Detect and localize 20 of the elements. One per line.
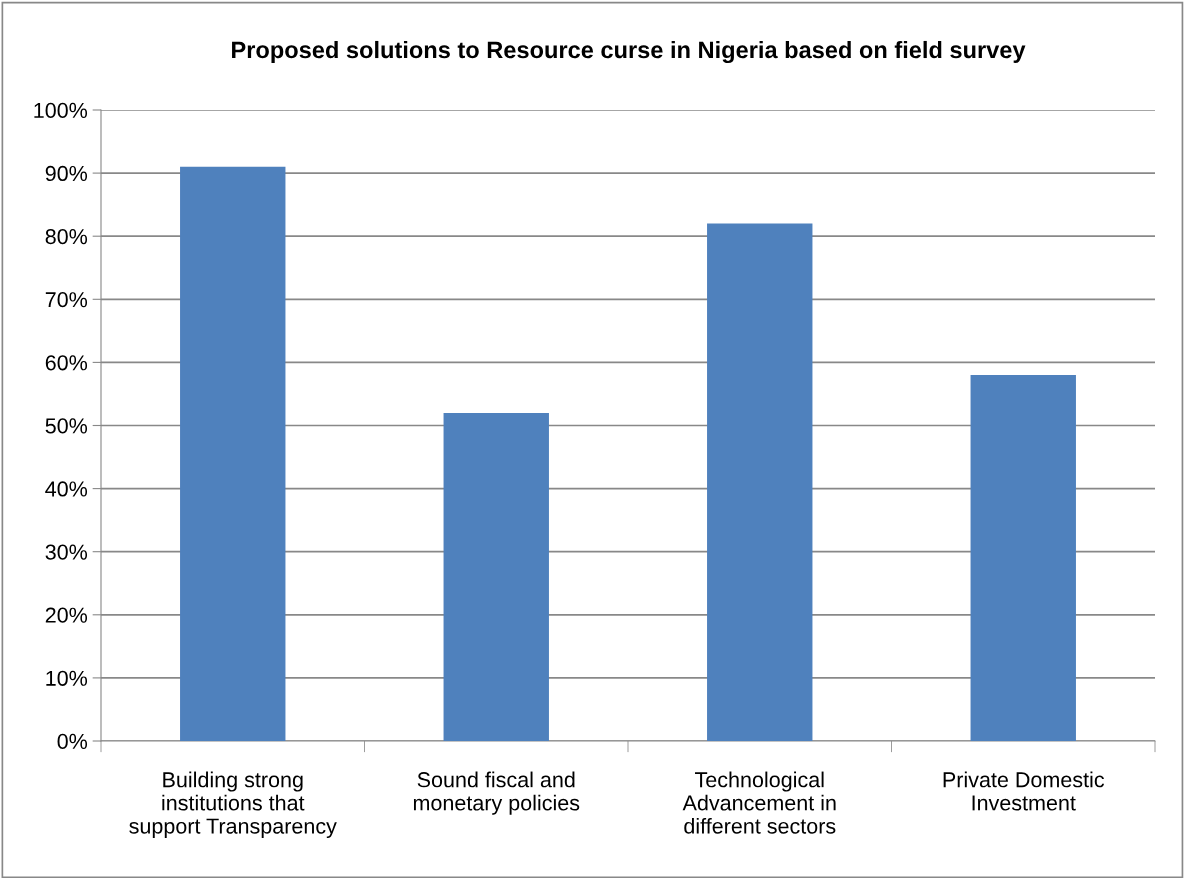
- y-tick-label: 0%: [57, 733, 88, 750]
- bar: [180, 166, 286, 741]
- x-tick-label: Sound fiscal and monetary policies: [413, 771, 580, 815]
- x-tick-label: Private Domestic Investment: [943, 771, 1105, 811]
- y-tick-label: 50%: [45, 418, 88, 434]
- bar: [970, 375, 1076, 741]
- y-tick-label: 80%: [45, 228, 88, 245]
- chart-title: Proposed solutions to Resource curse in Nigeria based on field survey: [232, 40, 1026, 64]
- x-tick-label: Technological Advancement in different sectors: [682, 771, 836, 834]
- y-tick-label: 40%: [45, 481, 88, 497]
- y-tick-label: 60%: [45, 355, 88, 371]
- y-tick-label: 10%: [46, 670, 88, 686]
- y-tick-label: 30%: [45, 544, 88, 560]
- bar: [707, 223, 813, 741]
- y-tick-label: 90%: [45, 165, 88, 182]
- y-tick-label: 100%: [34, 102, 88, 119]
- y-tick-label: 70%: [45, 292, 88, 308]
- y-tick-label: 20%: [45, 607, 88, 623]
- x-tick-label: Building strong institutions that support Transparency: [129, 771, 337, 838]
- bar: [443, 412, 549, 741]
